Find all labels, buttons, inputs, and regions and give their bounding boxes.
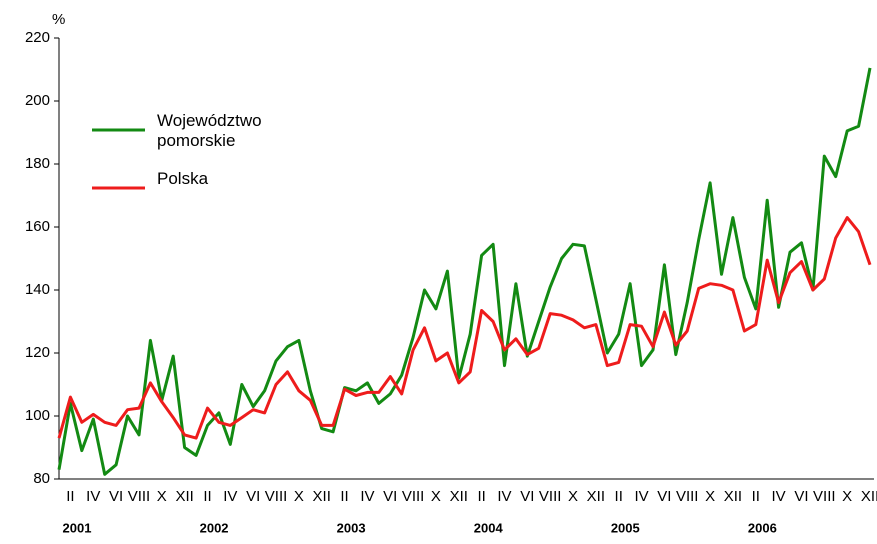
x-tick-label: II (66, 488, 74, 505)
x-tick-label: X (705, 488, 715, 505)
x-tick-label: VIII (128, 488, 151, 505)
x-tick-label: XII (724, 488, 742, 505)
x-tick-label: IV (223, 488, 237, 505)
x-tick-label: VIII (539, 488, 562, 505)
x-tick-label: VI (109, 488, 123, 505)
x-tick-label: II (477, 488, 485, 505)
x-tick-label: IV (360, 488, 374, 505)
y-tick-label: 160 (25, 218, 50, 235)
x-tick-label: VIII (265, 488, 288, 505)
year-label: 2001 (63, 520, 92, 535)
x-tick-label: VI (383, 488, 397, 505)
x-tick-label: VI (657, 488, 671, 505)
x-tick-label: IV (634, 488, 648, 505)
y-tick-label: 180 (25, 155, 50, 172)
y-tick-label: 80 (33, 470, 50, 487)
x-tick-label: VI (794, 488, 808, 505)
x-tick-label: XII (175, 488, 193, 505)
legend-label: Polska (157, 169, 209, 188)
x-tick-label: X (568, 488, 578, 505)
y-tick-label: 100 (25, 407, 50, 424)
x-tick-label: IV (86, 488, 100, 505)
year-label: 2005 (611, 520, 640, 535)
series-line (57, 67, 872, 476)
x-tick-label: VI (520, 488, 534, 505)
y-tick-label: 220 (25, 29, 50, 46)
x-tick-label: II (340, 488, 348, 505)
x-tick-label: XII (313, 488, 331, 505)
x-tick-label: XII (587, 488, 605, 505)
y-tick-label: 120 (25, 344, 50, 361)
x-tick-label: VIII (402, 488, 425, 505)
y-tick-label: 140 (25, 281, 50, 298)
x-tick-label: VI (246, 488, 260, 505)
x-tick-label: II (752, 488, 760, 505)
x-tick-label: IV (772, 488, 786, 505)
y-tick-label: 200 (25, 92, 50, 109)
x-tick-label: X (294, 488, 304, 505)
x-tick-label: II (615, 488, 623, 505)
x-tick-label: X (431, 488, 441, 505)
x-tick-label: VIII (813, 488, 836, 505)
x-tick-label: X (157, 488, 167, 505)
y-unit: % (52, 11, 65, 28)
year-label: 2004 (474, 520, 504, 535)
x-tick-label: VIII (676, 488, 699, 505)
x-tick-label: IV (497, 488, 511, 505)
year-label: 2002 (200, 520, 229, 535)
x-tick-label: XII (450, 488, 468, 505)
year-label: 2003 (337, 520, 366, 535)
legend-label: Województwo pomorskie (157, 111, 262, 150)
x-tick-label: XII (861, 488, 877, 505)
x-tick-label: X (842, 488, 852, 505)
x-tick-label: II (203, 488, 211, 505)
year-label: 2006 (748, 520, 777, 535)
series-line (57, 216, 872, 440)
